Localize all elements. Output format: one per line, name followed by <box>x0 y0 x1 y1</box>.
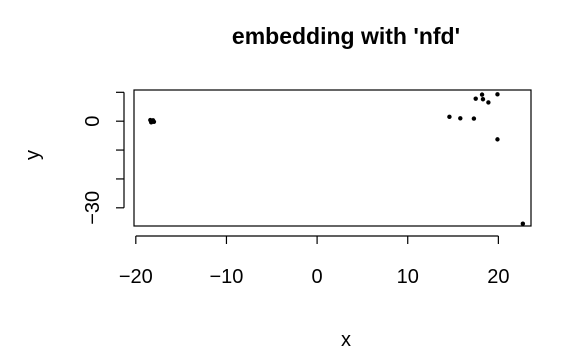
data-point <box>486 100 491 105</box>
data-point <box>447 114 452 120</box>
data-point <box>479 92 485 97</box>
data-point <box>150 118 156 123</box>
plot-frame <box>133 89 532 227</box>
data-point <box>471 116 477 121</box>
data-point <box>480 97 486 102</box>
x-tick-label: 20 <box>487 266 509 288</box>
y-tick-label: −30 <box>82 191 104 225</box>
x-axis: −20 −10 0 10 20 <box>119 235 509 288</box>
data-point <box>520 221 526 226</box>
y-axis-label: y <box>22 150 44 160</box>
data-point <box>473 96 478 101</box>
chart-title: embedding with 'nfd' <box>232 23 460 49</box>
data-points <box>148 92 526 226</box>
x-tick-label: 10 <box>397 266 419 288</box>
y-tick-label: 0 <box>82 116 104 127</box>
x-tick-label: 0 <box>312 266 323 288</box>
x-tick-label: −10 <box>209 266 243 288</box>
data-point <box>458 116 463 121</box>
data-point <box>495 137 500 142</box>
data-point <box>495 92 500 97</box>
x-tick-label: −20 <box>119 266 153 288</box>
x-axis-label: x <box>341 329 351 351</box>
y-axis: −30 0 <box>82 91 125 225</box>
